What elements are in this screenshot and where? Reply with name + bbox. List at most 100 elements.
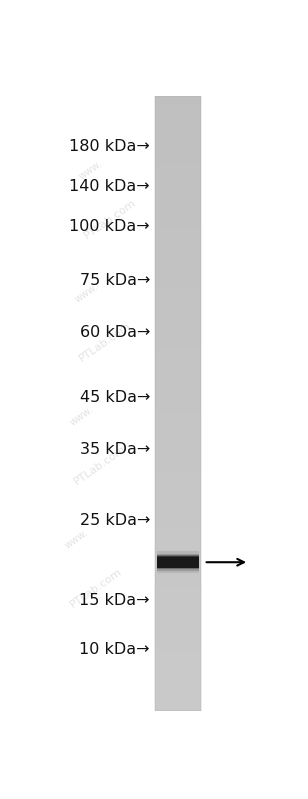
Bar	[155, 349, 201, 357]
Text: 10 kDa→: 10 kDa→	[79, 642, 150, 657]
Bar	[155, 687, 201, 696]
Bar	[155, 526, 201, 535]
Bar	[155, 503, 201, 511]
Text: PTLab.com: PTLab.com	[68, 566, 124, 610]
Text: PTLab.com: PTLab.com	[82, 197, 138, 240]
Bar	[155, 511, 201, 519]
Bar	[155, 188, 201, 196]
Bar	[155, 172, 201, 181]
Bar	[155, 703, 201, 711]
Bar	[155, 464, 201, 473]
Text: 25 kDa→: 25 kDa→	[79, 513, 150, 528]
Bar	[155, 418, 201, 427]
Bar	[157, 556, 199, 568]
Bar	[157, 551, 199, 574]
Text: 100 kDa→: 100 kDa→	[69, 220, 150, 234]
Bar	[155, 626, 201, 634]
Text: PTLab.com: PTLab.com	[78, 320, 133, 364]
Bar	[155, 434, 201, 442]
Text: 45 kDa→: 45 kDa→	[79, 390, 150, 405]
Text: 35 kDa→: 35 kDa→	[80, 442, 150, 456]
Text: www.: www.	[68, 404, 95, 427]
Text: 180 kDa→: 180 kDa→	[69, 139, 150, 154]
Bar	[155, 372, 201, 380]
Bar	[155, 280, 201, 288]
Bar	[155, 380, 201, 388]
Bar	[155, 295, 201, 304]
Bar	[155, 519, 201, 527]
Bar	[155, 211, 201, 219]
Bar	[155, 564, 201, 573]
Bar	[155, 618, 201, 626]
Bar	[155, 479, 201, 488]
Bar	[155, 441, 201, 450]
Bar	[155, 118, 201, 127]
Bar	[155, 226, 201, 234]
Bar	[155, 218, 201, 227]
Bar	[155, 649, 201, 658]
Bar	[155, 587, 201, 596]
Bar	[155, 541, 201, 550]
Bar	[155, 141, 201, 149]
Bar	[155, 233, 201, 242]
Text: www.: www.	[73, 281, 100, 304]
Bar	[155, 672, 201, 681]
Bar	[157, 555, 199, 570]
Bar	[155, 657, 201, 665]
Bar	[155, 403, 201, 411]
Bar	[155, 680, 201, 688]
Bar	[155, 580, 201, 588]
Bar	[155, 634, 201, 642]
Bar	[155, 318, 201, 327]
Bar	[155, 457, 201, 465]
Bar	[155, 241, 201, 249]
Bar	[155, 272, 201, 280]
Bar	[155, 449, 201, 457]
Bar	[155, 549, 201, 558]
Bar	[155, 195, 201, 204]
Bar	[155, 396, 201, 403]
Bar	[155, 249, 201, 257]
Bar	[155, 157, 201, 165]
Bar	[155, 326, 201, 334]
Bar	[155, 426, 201, 435]
Bar	[155, 311, 201, 319]
Bar	[155, 133, 201, 142]
Bar	[155, 256, 201, 265]
Text: 75 kDa→: 75 kDa→	[79, 273, 150, 288]
Bar	[155, 695, 201, 703]
Text: www.: www.	[63, 527, 90, 551]
Bar	[155, 364, 201, 372]
Bar	[155, 203, 201, 211]
Bar	[155, 149, 201, 157]
Bar	[155, 303, 201, 311]
Text: PTLab.com: PTLab.com	[73, 443, 128, 487]
Bar	[155, 572, 201, 580]
Bar	[155, 95, 201, 104]
Bar	[155, 180, 201, 188]
Bar	[155, 664, 201, 673]
Bar	[155, 288, 201, 296]
Bar	[155, 472, 201, 480]
Bar	[155, 602, 201, 611]
Bar	[155, 642, 201, 650]
Bar	[155, 165, 201, 173]
Bar	[157, 557, 199, 568]
Bar	[155, 126, 201, 134]
Bar	[155, 487, 201, 495]
Text: www.: www.	[77, 158, 105, 181]
Bar	[155, 110, 201, 119]
Bar	[155, 103, 201, 111]
Bar	[155, 388, 201, 396]
Text: 140 kDa→: 140 kDa→	[69, 180, 150, 194]
Bar	[155, 557, 201, 565]
Bar	[155, 610, 201, 619]
Bar	[157, 554, 199, 570]
Bar	[155, 96, 201, 711]
Text: 15 kDa→: 15 kDa→	[79, 593, 150, 608]
Bar	[155, 334, 201, 342]
Bar	[155, 411, 201, 419]
Bar	[155, 264, 201, 272]
Bar	[155, 356, 201, 365]
Text: 60 kDa→: 60 kDa→	[79, 325, 150, 340]
